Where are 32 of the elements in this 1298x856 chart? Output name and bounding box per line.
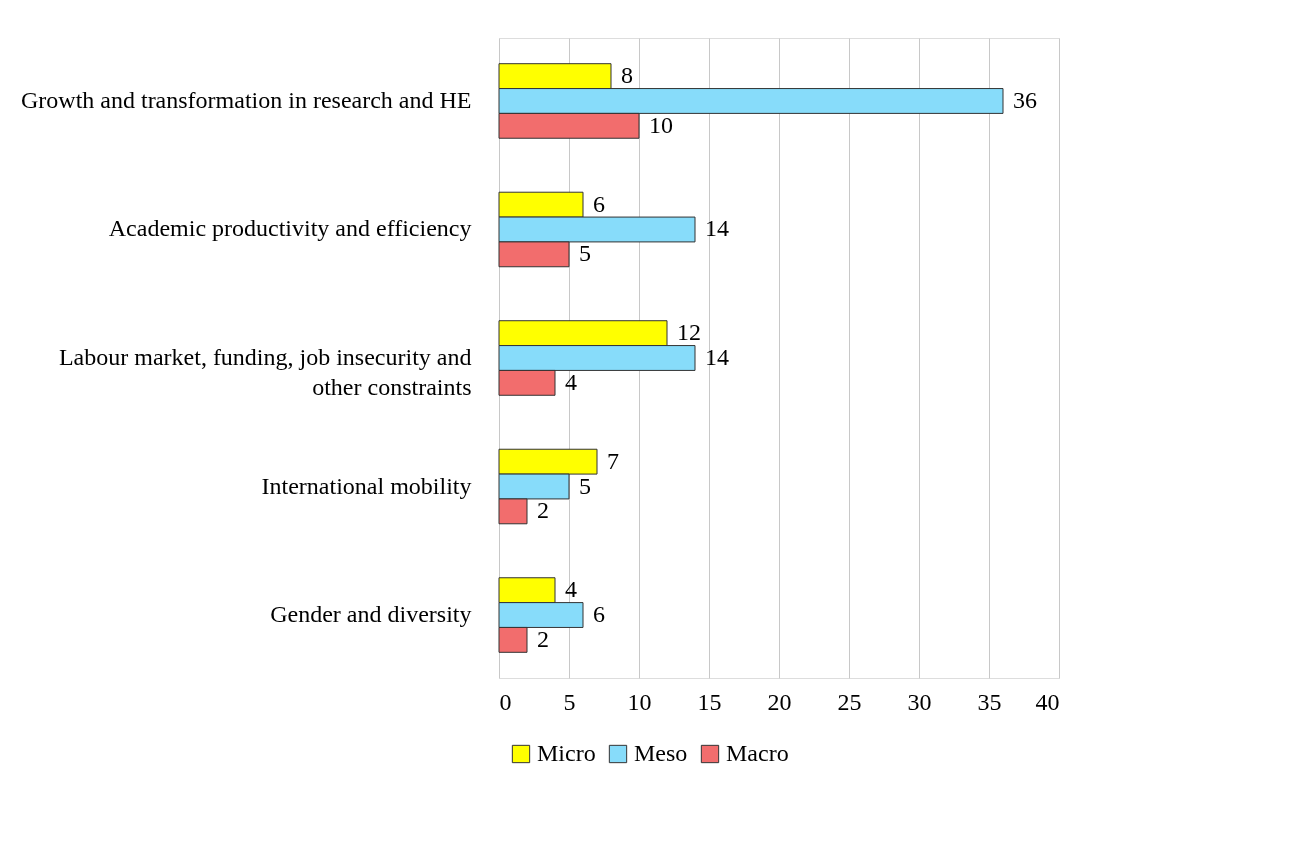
x-tick-label: 30: [907, 688, 932, 715]
x-tick-label: 10: [627, 688, 652, 715]
y-tick-label: Labour market, funding, job insecurity and other constraints: [58, 344, 472, 400]
data-label: 6: [593, 601, 605, 628]
legend-label: Micro: [537, 740, 596, 766]
x-tick-label: 25: [837, 688, 862, 715]
data-label: 14: [705, 215, 729, 242]
x-tick-label: 15: [697, 688, 722, 715]
data-label: 4: [565, 368, 577, 395]
x-tick-label: 20: [767, 688, 792, 715]
x-tick-label: 0: [499, 688, 512, 715]
y-tick-label: Academic productivity and efficiency: [108, 215, 472, 242]
data-label: 4: [565, 576, 577, 603]
legend-label: Meso: [634, 740, 688, 766]
x-tick-label: 5: [563, 688, 576, 715]
data-label: 14: [705, 344, 729, 370]
data-label: 2: [537, 497, 549, 524]
x-tick-label: 35: [977, 688, 1002, 715]
y-tick-label: Gender and diversity: [270, 601, 472, 628]
x-tick-label: 40: [1035, 688, 1060, 715]
data-label: 2: [537, 625, 549, 652]
data-label: 36: [1013, 86, 1037, 113]
y-tick-label: International mobility: [261, 472, 472, 499]
data-label: 10: [649, 111, 673, 138]
data-label: 6: [593, 190, 605, 217]
legend-label: Macro: [726, 740, 789, 766]
data-label: 8: [621, 62, 633, 89]
data-label: 5: [579, 240, 591, 267]
data-label: 5: [579, 472, 591, 499]
data-label: 7: [607, 447, 619, 474]
data-label: 12: [677, 319, 701, 346]
y-tick-label: Growth and transformation in research and HE: [20, 86, 472, 113]
